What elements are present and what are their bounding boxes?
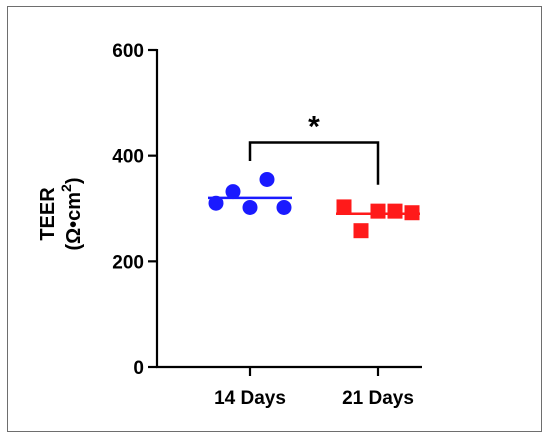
significance-label: * [308,110,320,143]
y-tick-label: 600 [112,41,144,62]
bracket-line [248,141,380,185]
data-point-circle [225,184,241,200]
significance-bracket: * [248,110,380,185]
y-tick-label: 200 [112,252,144,273]
data-point-square [370,203,386,219]
y-tick-label: 400 [112,147,144,168]
chart-frame [7,6,542,432]
y-axis-label-close: ) [63,177,85,184]
data-point-square [404,205,420,221]
y-axis-label-unit: (Ω•cm [63,192,85,251]
y-axis-label: TEER (Ω•cm2) [37,177,85,250]
data-marks [208,171,420,239]
y-ticks: 0 200 400 600 [112,41,157,379]
x-categories: 14 Days 21 Days [214,367,414,409]
data-point-circle [208,195,224,211]
y-tick-label: 0 [133,358,144,379]
y-axis-label-line2: (Ω•cm2) [58,177,85,250]
data-point-square [336,199,352,215]
data-point-square [353,223,369,239]
y-axis-label-superscript: 2 [58,184,74,192]
data-point-square [387,203,403,219]
data-point-circle [276,199,292,215]
data-point-circle [259,171,275,187]
x-category-label: 21 Days [342,388,414,409]
y-axis-label-line1: TEER [37,187,59,241]
x-category-label: 14 Days [214,388,286,409]
data-point-circle [242,199,258,215]
